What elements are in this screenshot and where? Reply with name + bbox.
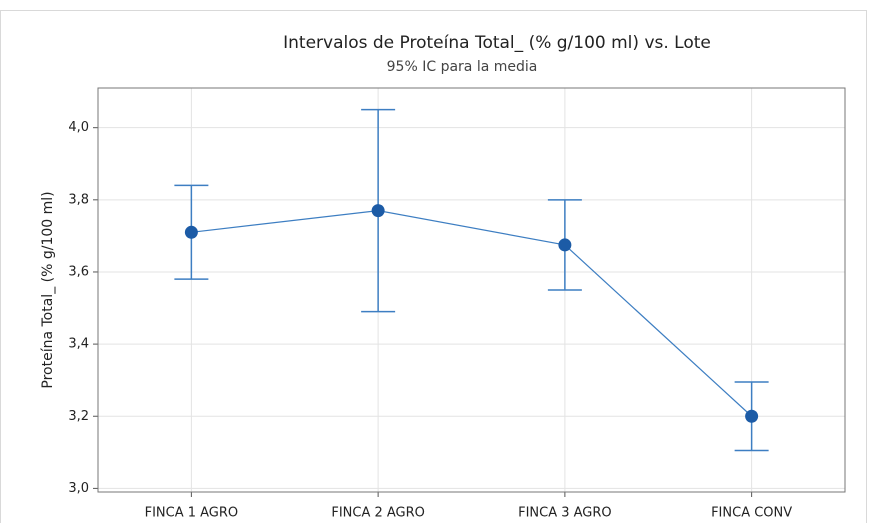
chart-subtitle: 95% IC para la media: [387, 59, 538, 75]
mean-point: [371, 204, 385, 218]
y-axis-label: Proteína Total_ (% g/100 ml): [40, 191, 56, 388]
y-tick-label: 3,8: [68, 192, 89, 207]
x-tick-label: FINCA 3 AGRO: [518, 506, 612, 521]
mean-point: [745, 409, 759, 423]
plot-area: [97, 87, 846, 493]
y-tick-label: 3,4: [68, 337, 89, 352]
x-tick-label: FINCA 1 AGRO: [145, 506, 239, 521]
frame: [0, 10, 867, 527]
y-tick-label: 3,0: [68, 481, 89, 496]
mean-point: [184, 225, 198, 239]
x-tick-label: FINCA CONV: [711, 506, 792, 521]
x-tick-label: FINCA 2 AGRO: [331, 506, 425, 521]
mean-line: [191, 210, 753, 417]
mean-point: [558, 238, 572, 252]
chart-title: Intervalos de Proteína Total_ (% g/100 m…: [283, 33, 711, 53]
y-tick-label: 3,2: [68, 409, 89, 424]
y-tick-label: 4,0: [68, 120, 89, 135]
y-tick-label: 3,6: [68, 264, 89, 279]
